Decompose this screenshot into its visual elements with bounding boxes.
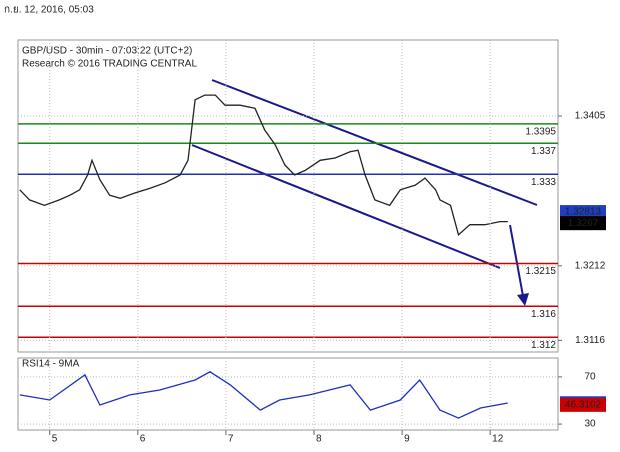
level-label: 1.333	[531, 177, 556, 188]
x-tick-label: 7	[228, 434, 234, 445]
y-tick-label: 30	[584, 419, 596, 430]
price-tag	[560, 397, 606, 412]
y-tick-label: 70	[584, 372, 596, 383]
header-date: ก.ย. 12, 2016, 05:03	[4, 5, 94, 16]
price-tag-label: 46.3102	[565, 399, 602, 410]
x-tick-label: 5	[52, 434, 58, 445]
level-label: 1.3215	[525, 266, 556, 277]
level-label: 1.312	[531, 340, 556, 351]
channel-lower	[191, 144, 501, 269]
chart-subtitle: Research © 2016 TRADING CENTRAL	[22, 59, 197, 70]
price-panel	[17, 39, 559, 353]
rsi-panel	[17, 357, 559, 431]
price-tag	[560, 216, 606, 231]
y-tick-label: 1.3405	[575, 111, 606, 122]
chart-title: GBP/USD - 30min - 07:03:22 (UTC+2)	[22, 46, 192, 57]
x-tick-label: 12	[492, 434, 504, 445]
level-label: 1.337	[531, 146, 556, 157]
price-tag-label: 1.3267	[568, 218, 599, 229]
price-tag	[560, 205, 606, 220]
series-line	[19, 371, 508, 419]
forecast-arrow	[509, 224, 524, 297]
x-tick-label: 8	[316, 434, 322, 445]
series-line	[19, 94, 508, 236]
level-label: 1.316	[531, 309, 556, 320]
y-tick-label: 1.3212	[575, 260, 606, 271]
forecast-arrowhead	[517, 293, 529, 306]
price-tag-label: 1.32813	[565, 207, 602, 218]
rsi-title: RSI14 - 9MA	[22, 359, 80, 370]
x-tick-label: 9	[404, 434, 410, 445]
x-tick-label: 6	[140, 434, 146, 445]
y-tick-label: 1.3116	[575, 335, 605, 346]
level-label: 1.3395	[525, 126, 556, 137]
